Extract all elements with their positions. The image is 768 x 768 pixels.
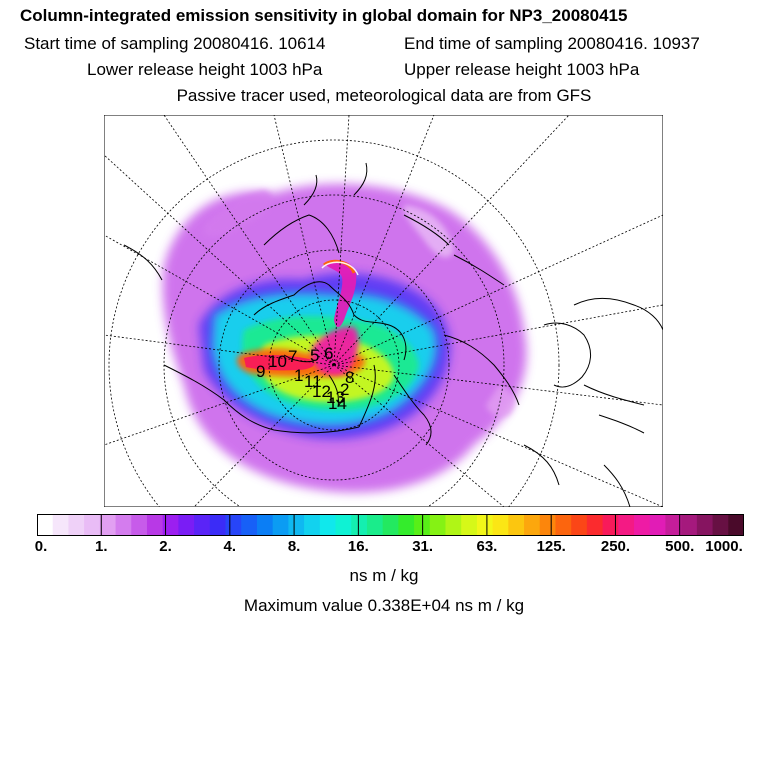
colorbar-swatch <box>555 514 572 536</box>
release-label: 5 <box>310 346 319 365</box>
start-time-text: Start time of sampling 20080416. 10614 <box>24 34 326 53</box>
release-label: 12 <box>312 382 331 401</box>
colorbar-swatch <box>52 514 70 536</box>
colorbar-swatch <box>319 514 337 536</box>
colorbar-swatch <box>241 514 258 536</box>
colorbar-tick-labels: 0. 1. 2. 4. 8. 16. 31. 63. 125. 250. 500. 1000. <box>0 538 768 558</box>
colorbar-swatch <box>335 514 352 536</box>
colorbar-swatch <box>131 514 148 536</box>
colorbar-swatch <box>539 514 557 536</box>
colorbar-swatch <box>571 514 588 536</box>
colorbar-swatch <box>115 514 132 536</box>
colorbar-swatch <box>476 514 494 536</box>
release-label: 9 <box>256 362 265 381</box>
colorbar-swatch <box>586 514 604 536</box>
colorbar-swatch <box>461 514 478 536</box>
colorbar-swatch <box>304 514 321 536</box>
colorbar-tick-label: 63. <box>476 538 498 555</box>
colorbar-swatch <box>524 514 541 536</box>
colorbar-swatch <box>225 514 242 536</box>
colorbar-units: ns m / kg <box>349 566 419 585</box>
colorbar-tick-label: 1000. <box>705 538 743 555</box>
release-label: 2 <box>340 380 349 399</box>
upper-height-text: Upper release height 1003 hPa <box>404 60 640 79</box>
end-time-text: End time of sampling 20080416. 10937 <box>404 34 700 53</box>
colorbar-swatch <box>665 514 682 536</box>
colorbar-swatch <box>366 514 384 536</box>
colorbar-tick-label: 8. <box>287 538 301 555</box>
colorbar-tick-label: 2. <box>159 538 172 555</box>
colorbar-swatch <box>382 514 399 536</box>
colorbar-swatch <box>398 514 415 536</box>
colorbar-swatch <box>696 514 714 536</box>
sensitivity-map: 9 10 7 5 6 1 11 12 13 14 2 8 <box>104 115 663 507</box>
colorbar <box>37 514 744 536</box>
colorbar-swatch <box>429 514 447 536</box>
colorbar-swatch <box>84 514 101 536</box>
release-label: 14 <box>328 394 347 413</box>
map-graticule <box>104 115 663 507</box>
release-label: 1 <box>294 366 303 385</box>
colorbar-swatch <box>351 514 368 536</box>
colorbar-swatch <box>178 514 195 536</box>
colorbar-swatch <box>508 514 525 536</box>
colorbar-swatch <box>194 514 211 536</box>
colorbar-swatch <box>256 514 274 536</box>
colorbar-swatch <box>209 514 227 536</box>
colorbar-tick-label: 500. <box>665 538 695 555</box>
release-label: 6 <box>324 344 333 363</box>
release-point-labels: 9 10 7 5 6 1 11 12 13 14 2 8 <box>256 344 354 413</box>
tracer-info: Passive tracer used, meteorological data… <box>176 86 592 105</box>
colorbar-tick-label: 250. <box>600 538 631 555</box>
lower-height-text: Lower release height 1003 hPa <box>87 60 323 79</box>
colorbar-swatch <box>272 514 289 536</box>
colorbar-swatch <box>602 514 619 536</box>
colorbar-swatch <box>492 514 509 536</box>
maximum-value-text: Maximum value 0.338E+04 ns m / kg <box>243 596 525 615</box>
release-label: 11 <box>304 372 322 391</box>
colorbar-swatch <box>37 514 54 536</box>
colorbar-swatch <box>618 514 635 536</box>
colorbar-tick-label: 16. <box>347 538 369 555</box>
colorbar-tick-label: 125. <box>536 538 566 555</box>
colorbar-swatch <box>162 514 179 536</box>
colorbar-tick-label: 31. <box>412 538 434 555</box>
colorbar-swatch <box>445 514 462 536</box>
colorbar-swatch <box>288 514 305 536</box>
colorbar-swatch <box>728 514 744 536</box>
release-label: 13 <box>326 388 345 407</box>
colorbar-tick-label: 0. <box>34 538 48 555</box>
colorbar-swatch <box>634 514 651 536</box>
release-label: 10 <box>268 352 287 371</box>
colorbar-swatch <box>68 514 85 536</box>
colorbar-tick-label: 4. <box>223 538 237 555</box>
coastlines <box>123 162 663 507</box>
colorbar-swatch <box>99 514 117 536</box>
colorbar-swatch <box>681 514 698 536</box>
colorbar-swatch <box>146 514 164 536</box>
colorbar-swatch <box>649 514 667 536</box>
colorbar-swatch <box>712 514 729 536</box>
colorbar-tick-label: 1. <box>95 538 108 555</box>
plot-title: Column-integrated emission sensitivity i… <box>20 6 628 25</box>
colorbar-dividers <box>100 514 681 536</box>
colorbar-swatches <box>37 514 744 536</box>
release-label: 8 <box>345 368 354 387</box>
release-label: 7 <box>288 347 297 366</box>
